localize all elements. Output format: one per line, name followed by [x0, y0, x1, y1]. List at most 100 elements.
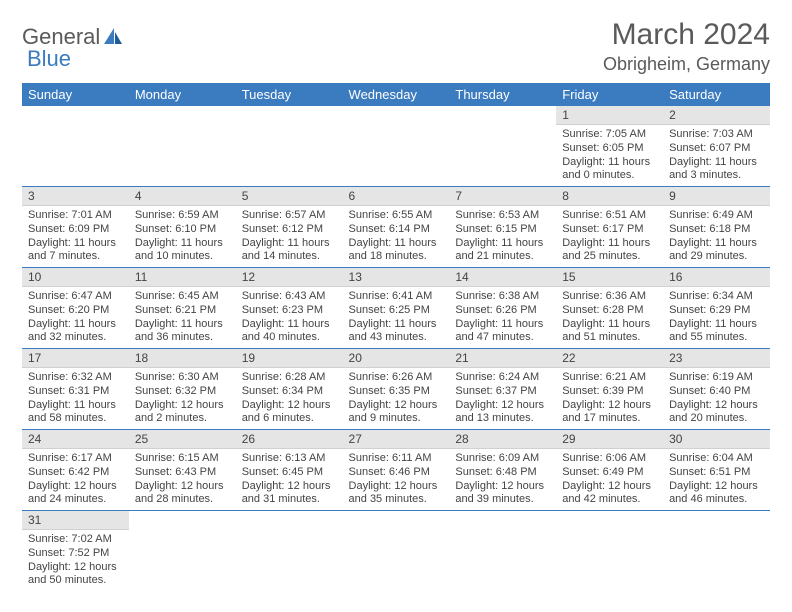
day-number: 17 — [22, 349, 129, 368]
day-number: 24 — [22, 430, 129, 449]
calendar-cell: 21Sunrise: 6:24 AMSunset: 6:37 PMDayligh… — [449, 349, 556, 430]
day-number: 9 — [663, 187, 770, 206]
calendar-cell: 2Sunrise: 7:03 AMSunset: 6:07 PMDaylight… — [663, 106, 770, 187]
calendar-cell: 6Sunrise: 6:55 AMSunset: 6:14 PMDaylight… — [343, 187, 450, 268]
day-number: 8 — [556, 187, 663, 206]
calendar-row: 3Sunrise: 7:01 AMSunset: 6:09 PMDaylight… — [22, 187, 770, 268]
day-number: 27 — [343, 430, 450, 449]
day-body: Sunrise: 6:28 AMSunset: 6:34 PMDaylight:… — [236, 368, 343, 429]
calendar-cell: 24Sunrise: 6:17 AMSunset: 6:42 PMDayligh… — [22, 430, 129, 511]
day-body: Sunrise: 7:03 AMSunset: 6:07 PMDaylight:… — [663, 125, 770, 186]
day-body: Sunrise: 6:11 AMSunset: 6:46 PMDaylight:… — [343, 449, 450, 510]
day-number: 23 — [663, 349, 770, 368]
weekday-header: Monday — [129, 83, 236, 106]
calendar-cell: 8Sunrise: 6:51 AMSunset: 6:17 PMDaylight… — [556, 187, 663, 268]
day-number: 20 — [343, 349, 450, 368]
calendar-cell: 25Sunrise: 6:15 AMSunset: 6:43 PMDayligh… — [129, 430, 236, 511]
calendar-cell: 15Sunrise: 6:36 AMSunset: 6:28 PMDayligh… — [556, 268, 663, 349]
day-number: 25 — [129, 430, 236, 449]
day-number: 29 — [556, 430, 663, 449]
day-body: Sunrise: 6:45 AMSunset: 6:21 PMDaylight:… — [129, 287, 236, 348]
calendar-cell: 1Sunrise: 7:05 AMSunset: 6:05 PMDaylight… — [556, 106, 663, 187]
day-body: Sunrise: 6:51 AMSunset: 6:17 PMDaylight:… — [556, 206, 663, 267]
day-body: Sunrise: 6:41 AMSunset: 6:25 PMDaylight:… — [343, 287, 450, 348]
calendar-cell: 20Sunrise: 6:26 AMSunset: 6:35 PMDayligh… — [343, 349, 450, 430]
calendar-cell: 18Sunrise: 6:30 AMSunset: 6:32 PMDayligh… — [129, 349, 236, 430]
day-number: 13 — [343, 268, 450, 287]
day-body: Sunrise: 7:01 AMSunset: 6:09 PMDaylight:… — [22, 206, 129, 267]
calendar-cell: .. — [236, 511, 343, 592]
calendar-cell: .. — [129, 106, 236, 187]
calendar-row: 24Sunrise: 6:17 AMSunset: 6:42 PMDayligh… — [22, 430, 770, 511]
day-body: Sunrise: 6:15 AMSunset: 6:43 PMDaylight:… — [129, 449, 236, 510]
day-number: 15 — [556, 268, 663, 287]
calendar-cell: 16Sunrise: 6:34 AMSunset: 6:29 PMDayligh… — [663, 268, 770, 349]
day-number: 12 — [236, 268, 343, 287]
day-body: Sunrise: 7:05 AMSunset: 6:05 PMDaylight:… — [556, 125, 663, 186]
calendar-cell: 10Sunrise: 6:47 AMSunset: 6:20 PMDayligh… — [22, 268, 129, 349]
calendar-cell: 26Sunrise: 6:13 AMSunset: 6:45 PMDayligh… — [236, 430, 343, 511]
calendar-cell: .. — [449, 106, 556, 187]
day-number: 2 — [663, 106, 770, 125]
calendar-body: ..........1Sunrise: 7:05 AMSunset: 6:05 … — [22, 106, 770, 591]
day-body: Sunrise: 6:19 AMSunset: 6:40 PMDaylight:… — [663, 368, 770, 429]
calendar-cell: 12Sunrise: 6:43 AMSunset: 6:23 PMDayligh… — [236, 268, 343, 349]
calendar-cell: 28Sunrise: 6:09 AMSunset: 6:48 PMDayligh… — [449, 430, 556, 511]
calendar-cell: .. — [663, 511, 770, 592]
month-title: March 2024 — [603, 18, 770, 52]
day-body: Sunrise: 6:04 AMSunset: 6:51 PMDaylight:… — [663, 449, 770, 510]
calendar-cell: 17Sunrise: 6:32 AMSunset: 6:31 PMDayligh… — [22, 349, 129, 430]
day-number: 3 — [22, 187, 129, 206]
calendar-cell: 3Sunrise: 7:01 AMSunset: 6:09 PMDaylight… — [22, 187, 129, 268]
calendar-cell: .. — [449, 511, 556, 592]
day-number: 10 — [22, 268, 129, 287]
day-body: Sunrise: 6:53 AMSunset: 6:15 PMDaylight:… — [449, 206, 556, 267]
calendar-cell: 19Sunrise: 6:28 AMSunset: 6:34 PMDayligh… — [236, 349, 343, 430]
weekday-header-row: SundayMondayTuesdayWednesdayThursdayFrid… — [22, 83, 770, 106]
day-number: 11 — [129, 268, 236, 287]
calendar-cell: 5Sunrise: 6:57 AMSunset: 6:12 PMDaylight… — [236, 187, 343, 268]
day-number: 5 — [236, 187, 343, 206]
calendar-row: ..........1Sunrise: 7:05 AMSunset: 6:05 … — [22, 106, 770, 187]
day-body: Sunrise: 6:43 AMSunset: 6:23 PMDaylight:… — [236, 287, 343, 348]
weekday-header: Sunday — [22, 83, 129, 106]
weekday-header: Saturday — [663, 83, 770, 106]
calendar-cell: 14Sunrise: 6:38 AMSunset: 6:26 PMDayligh… — [449, 268, 556, 349]
calendar-table: SundayMondayTuesdayWednesdayThursdayFrid… — [22, 83, 770, 591]
header: General March 2024 Obrigheim, Germany — [22, 18, 770, 75]
calendar-cell: .. — [22, 106, 129, 187]
calendar-cell: .. — [343, 511, 450, 592]
day-body: Sunrise: 6:32 AMSunset: 6:31 PMDaylight:… — [22, 368, 129, 429]
day-number: 1 — [556, 106, 663, 125]
day-body: Sunrise: 6:06 AMSunset: 6:49 PMDaylight:… — [556, 449, 663, 510]
day-body: Sunrise: 7:02 AMSunset: 7:52 PMDaylight:… — [22, 530, 129, 591]
weekday-header: Wednesday — [343, 83, 450, 106]
calendar-cell: 31Sunrise: 7:02 AMSunset: 7:52 PMDayligh… — [22, 511, 129, 592]
calendar-row: 31Sunrise: 7:02 AMSunset: 7:52 PMDayligh… — [22, 511, 770, 592]
day-body: Sunrise: 6:30 AMSunset: 6:32 PMDaylight:… — [129, 368, 236, 429]
day-number: 26 — [236, 430, 343, 449]
calendar-cell: 4Sunrise: 6:59 AMSunset: 6:10 PMDaylight… — [129, 187, 236, 268]
day-body: Sunrise: 6:59 AMSunset: 6:10 PMDaylight:… — [129, 206, 236, 267]
title-block: March 2024 Obrigheim, Germany — [603, 18, 770, 75]
location: Obrigheim, Germany — [603, 54, 770, 75]
calendar-row: 10Sunrise: 6:47 AMSunset: 6:20 PMDayligh… — [22, 268, 770, 349]
calendar-cell: 30Sunrise: 6:04 AMSunset: 6:51 PMDayligh… — [663, 430, 770, 511]
calendar-cell: 13Sunrise: 6:41 AMSunset: 6:25 PMDayligh… — [343, 268, 450, 349]
day-number: 4 — [129, 187, 236, 206]
weekday-header: Tuesday — [236, 83, 343, 106]
calendar-cell: .. — [236, 106, 343, 187]
calendar-cell: 23Sunrise: 6:19 AMSunset: 6:40 PMDayligh… — [663, 349, 770, 430]
day-body: Sunrise: 6:38 AMSunset: 6:26 PMDaylight:… — [449, 287, 556, 348]
calendar-cell: 9Sunrise: 6:49 AMSunset: 6:18 PMDaylight… — [663, 187, 770, 268]
day-number: 31 — [22, 511, 129, 530]
day-body: Sunrise: 6:26 AMSunset: 6:35 PMDaylight:… — [343, 368, 450, 429]
calendar-cell: .. — [343, 106, 450, 187]
logo-text-blue-wrap: Blue — [27, 46, 71, 72]
day-body: Sunrise: 6:24 AMSunset: 6:37 PMDaylight:… — [449, 368, 556, 429]
day-number: 6 — [343, 187, 450, 206]
day-body: Sunrise: 6:34 AMSunset: 6:29 PMDaylight:… — [663, 287, 770, 348]
day-body: Sunrise: 6:57 AMSunset: 6:12 PMDaylight:… — [236, 206, 343, 267]
calendar-cell: 11Sunrise: 6:45 AMSunset: 6:21 PMDayligh… — [129, 268, 236, 349]
day-body: Sunrise: 6:21 AMSunset: 6:39 PMDaylight:… — [556, 368, 663, 429]
